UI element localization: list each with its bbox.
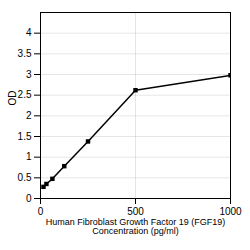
svg-text:3.5: 3.5 [18, 48, 32, 59]
svg-text:3: 3 [26, 69, 32, 80]
svg-text:1000: 1000 [219, 206, 242, 217]
svg-text:OD: OD [7, 91, 18, 106]
svg-text:500: 500 [127, 206, 144, 217]
svg-text:4: 4 [26, 27, 32, 38]
svg-text:1: 1 [26, 151, 32, 162]
svg-text:2: 2 [26, 110, 32, 121]
svg-text:1.5: 1.5 [18, 131, 32, 142]
svg-text:0: 0 [38, 206, 44, 217]
svg-text:Human Fibroblast Growth Factor: Human Fibroblast Growth Factor 19 (FGF19… [46, 217, 226, 236]
svg-text:0: 0 [26, 193, 32, 204]
svg-text:0.5: 0.5 [18, 172, 32, 183]
svg-text:2.5: 2.5 [18, 89, 32, 100]
